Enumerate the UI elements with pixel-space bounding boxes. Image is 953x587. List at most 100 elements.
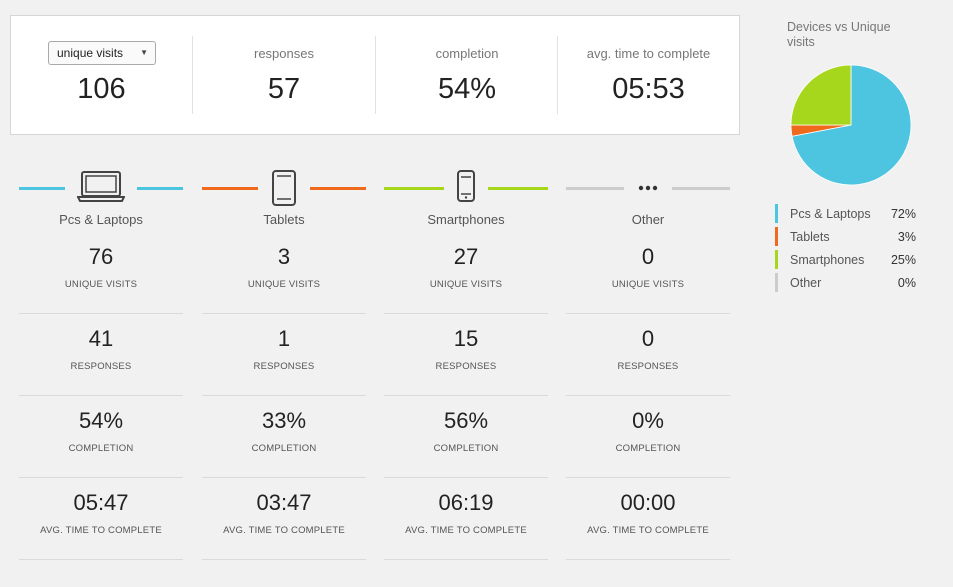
device-header xyxy=(566,170,730,207)
device-color-line xyxy=(566,187,624,190)
stat-label: COMPLETION xyxy=(433,443,499,454)
stat-label: RESPONSES xyxy=(617,361,679,372)
divider xyxy=(192,36,193,114)
stat-value: 27 xyxy=(453,244,479,269)
device-stat-unique-visits: 27 UNIQUE VISITS xyxy=(384,232,548,314)
device-stat-unique-visits: 0 UNIQUE VISITS xyxy=(566,232,730,314)
device-color-line xyxy=(488,187,548,190)
legend-swatch xyxy=(775,204,778,223)
stat-value: 41 xyxy=(88,326,114,351)
legend-item: Other 0% xyxy=(775,273,920,296)
legend-item: Pcs & Laptops 72% xyxy=(775,204,920,227)
stat-label: RESPONSES xyxy=(70,361,132,372)
device-stat-completion: 33% COMPLETION xyxy=(202,396,366,478)
device-header xyxy=(202,170,366,211)
pie-chart-title: Devices vs Unique visits xyxy=(787,20,891,49)
legend-percent: 3% xyxy=(897,230,916,244)
responses-label: responses xyxy=(254,46,314,61)
stat-label: RESPONSES xyxy=(435,361,497,372)
tablet-icon xyxy=(270,170,298,211)
device-color-line xyxy=(310,187,366,190)
device-stat-responses: 1 RESPONSES xyxy=(202,314,366,396)
device-stat-avg-time: 06:19 AVG. TIME TO COMPLETE xyxy=(384,478,548,560)
legend-swatch xyxy=(775,273,778,292)
smartphone-icon xyxy=(456,170,476,207)
responses-value: 57 xyxy=(267,73,301,105)
stat-label: UNIQUE VISITS xyxy=(429,279,503,290)
stat-value: 76 xyxy=(88,244,114,269)
summary-responses: responses 57 xyxy=(193,16,375,134)
device-column: Tablets 3 UNIQUE VISITS 1 RESPONSES 33% COMPLE… xyxy=(202,170,366,560)
stat-value: 03:47 xyxy=(256,490,312,515)
stat-value: 0 xyxy=(641,326,655,351)
stat-value: 00:00 xyxy=(620,490,676,515)
device-name: Pcs & Laptops xyxy=(59,212,143,227)
device-color-line xyxy=(672,187,730,190)
completion-label: completion xyxy=(435,46,499,61)
summary-avg-time: avg. time to complete 05:53 xyxy=(558,16,739,134)
legend-item: Smartphones 25% xyxy=(775,250,920,273)
stat-label: UNIQUE VISITS xyxy=(64,279,138,290)
pie-slice xyxy=(790,64,852,126)
more-dots-icon xyxy=(636,170,660,207)
legend-item: Tablets 3% xyxy=(775,227,920,250)
stat-value: 33% xyxy=(261,408,307,433)
divider xyxy=(375,36,376,114)
device-stat-responses: 41 RESPONSES xyxy=(19,314,183,396)
laptop-icon xyxy=(76,170,126,207)
pie-legend: Pcs & Laptops 72% Tablets 3% Smartphones 25% O… xyxy=(775,204,920,296)
device-color-line xyxy=(384,187,444,190)
stat-label: UNIQUE VISITS xyxy=(611,279,685,290)
stat-value: 0% xyxy=(632,408,664,433)
devices-pie-chart xyxy=(790,64,912,186)
device-stat-avg-time: 00:00 AVG. TIME TO COMPLETE xyxy=(566,478,730,560)
summary-panel: unique visits ▼ 106 responses 57 complet… xyxy=(10,15,740,135)
stat-label: RESPONSES xyxy=(253,361,315,372)
stat-value: 06:19 xyxy=(438,490,494,515)
stat-value: 54% xyxy=(78,408,124,433)
stat-label: COMPLETION xyxy=(251,443,317,454)
summary-unique-visits: unique visits ▼ 106 xyxy=(11,16,192,134)
avg-time-label: avg. time to complete xyxy=(586,46,711,61)
stat-label: AVG. TIME TO COMPLETE xyxy=(223,525,345,536)
device-stat-unique-visits: 76 UNIQUE VISITS xyxy=(19,232,183,314)
device-header xyxy=(19,170,183,207)
divider xyxy=(557,36,558,114)
device-stat-unique-visits: 3 UNIQUE VISITS xyxy=(202,232,366,314)
device-stat-avg-time: 03:47 AVG. TIME TO COMPLETE xyxy=(202,478,366,560)
stat-value: 3 xyxy=(277,244,291,269)
stat-value: 56% xyxy=(443,408,489,433)
stat-label: AVG. TIME TO COMPLETE xyxy=(405,525,527,536)
stat-value: 0 xyxy=(641,244,655,269)
stat-label: COMPLETION xyxy=(68,443,134,454)
legend-percent: 25% xyxy=(890,253,916,267)
device-stat-completion: 54% COMPLETION xyxy=(19,396,183,478)
metric-select[interactable]: unique visits ▼ xyxy=(48,41,156,65)
stat-label: COMPLETION xyxy=(615,443,681,454)
stat-value: 1 xyxy=(277,326,291,351)
stat-label: AVG. TIME TO COMPLETE xyxy=(40,525,162,536)
legend-label: Tablets xyxy=(790,230,830,244)
completion-value: 54% xyxy=(437,73,497,105)
device-header xyxy=(384,170,548,207)
legend-label: Smartphones xyxy=(790,253,865,267)
unique-visits-value: 106 xyxy=(77,73,126,105)
avg-time-value: 05:53 xyxy=(612,73,685,105)
legend-swatch xyxy=(775,227,778,246)
stat-value: 15 xyxy=(453,326,479,351)
device-column: Pcs & Laptops 76 UNIQUE VISITS 41 RESPONSES 5… xyxy=(19,170,183,560)
metric-select-value: unique visits xyxy=(57,46,124,60)
legend-swatch xyxy=(775,250,778,269)
device-column: Other 0 UNIQUE VISITS 0 RESPONSES 0% COMPLETIO… xyxy=(566,170,730,560)
device-name: Tablets xyxy=(263,212,305,227)
device-stat-responses: 0 RESPONSES xyxy=(566,314,730,396)
device-color-line xyxy=(202,187,258,190)
device-stat-avg-time: 05:47 AVG. TIME TO COMPLETE xyxy=(19,478,183,560)
device-color-line xyxy=(137,187,183,190)
device-column: Smartphones 27 UNIQUE VISITS 15 RESPONSES 56%… xyxy=(384,170,548,560)
device-stat-completion: 0% COMPLETION xyxy=(566,396,730,478)
pie-slice xyxy=(791,64,912,186)
legend-percent: 72% xyxy=(890,207,916,221)
dropdown-arrow-icon: ▼ xyxy=(140,48,148,57)
device-stat-responses: 15 RESPONSES xyxy=(384,314,548,396)
